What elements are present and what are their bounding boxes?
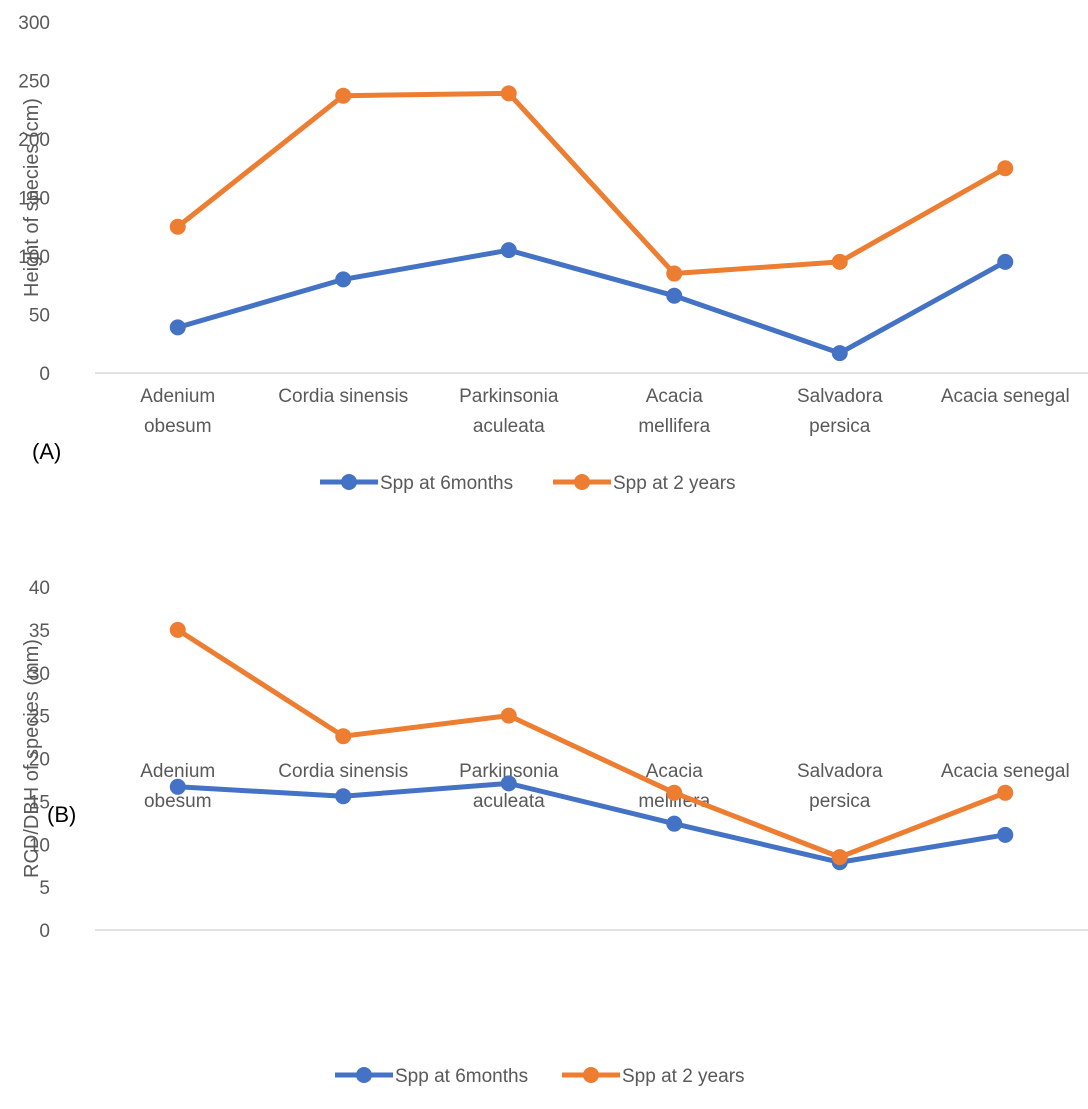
x-tick-label: Acacia senegal [941, 761, 1070, 782]
series-line [175, 627, 1008, 860]
data-point [666, 265, 683, 282]
data-point [335, 788, 352, 805]
data-point [997, 826, 1014, 843]
x-tick-label: Adenium [140, 386, 215, 407]
y-axis-label: Height of species (cm) [21, 98, 43, 297]
y-tick-label: 5 [39, 878, 50, 899]
x-tick-label: persica [809, 416, 871, 437]
y-tick-label: 0 [39, 364, 50, 385]
y-tick-label: 40 [29, 578, 50, 599]
panel-label: (A) [32, 439, 61, 464]
data-point [169, 319, 186, 336]
legend-marker [356, 1067, 372, 1083]
x-tick-label: Parkinsonia [459, 386, 559, 407]
x-tick-label: mellifera [638, 791, 710, 812]
x-tick-label: Acacia [646, 386, 703, 407]
legend-label: Spp at 2 years [613, 473, 736, 494]
x-tick-label: mellifera [638, 416, 710, 437]
y-tick-label: 100 [18, 247, 50, 268]
data-point [831, 253, 848, 270]
data-point [997, 253, 1014, 270]
panel-label: (B) [47, 802, 76, 827]
x-tick-label: persica [809, 791, 871, 812]
data-point [335, 271, 352, 288]
data-point [997, 160, 1014, 177]
x-tick-label: Acacia [646, 761, 703, 782]
data-point [335, 87, 352, 104]
data-point [500, 775, 517, 792]
data-point [169, 778, 186, 795]
x-tick-label: Parkinsonia [459, 761, 559, 782]
x-tick-label: Acacia senegal [941, 386, 1070, 407]
y-tick-label: 10 [29, 835, 50, 856]
legend-label: Spp at 6months [395, 1066, 528, 1087]
y-tick-label: 200 [18, 130, 50, 151]
data-point [169, 218, 186, 235]
series-line [175, 780, 1008, 865]
y-tick-label: 30 [29, 664, 50, 685]
data-point [666, 287, 683, 304]
y-tick-label: 50 [29, 306, 50, 327]
y-tick-label: 250 [18, 72, 50, 93]
data-point [831, 345, 848, 362]
data-point [997, 784, 1014, 801]
y-tick-label: 15 [29, 792, 50, 813]
chart-b: 0 5 10 15 20 25 30 35 40 RCD/DBH of species (mm) A… [21, 578, 1088, 1087]
x-tick-label: Cordia sinensis [278, 761, 408, 782]
y-tick-label: 20 [29, 750, 50, 771]
legend-label: Spp at 6months [380, 473, 513, 494]
data-point [169, 621, 186, 638]
data-point [500, 85, 517, 102]
y-tick-label: 0 [39, 921, 50, 942]
x-tick-label: obesum [144, 416, 212, 437]
y-tick-label: 300 [18, 13, 50, 34]
data-point [335, 728, 352, 745]
x-tick-label: Adenium [140, 761, 215, 782]
data-point [831, 849, 848, 866]
legend-marker [583, 1067, 599, 1083]
chart-a: 0 50 100 150 200 250 300 Height of species (cm)… [18, 13, 1088, 494]
x-tick-label: Salvadora [797, 386, 883, 407]
series-line [175, 90, 1008, 277]
y-tick-label: 35 [29, 621, 50, 642]
legend-marker [341, 474, 357, 490]
legend-label: Spp at 2 years [622, 1066, 745, 1087]
data-point [666, 784, 683, 801]
legend-marker [574, 474, 590, 490]
y-tick-label: 150 [18, 189, 50, 210]
x-tick-label: aculeata [473, 416, 545, 437]
data-point [500, 242, 517, 259]
x-tick-label: Cordia sinensis [278, 386, 408, 407]
x-tick-label: obesum [144, 791, 212, 812]
series-line [175, 247, 1008, 356]
data-point [666, 815, 683, 832]
x-tick-label: aculeata [473, 791, 545, 812]
y-axis-label: RCD/DBH of species (mm) [21, 639, 43, 878]
data-point [500, 707, 517, 724]
y-tick-label: 25 [29, 707, 50, 728]
x-tick-label: Salvadora [797, 761, 883, 782]
